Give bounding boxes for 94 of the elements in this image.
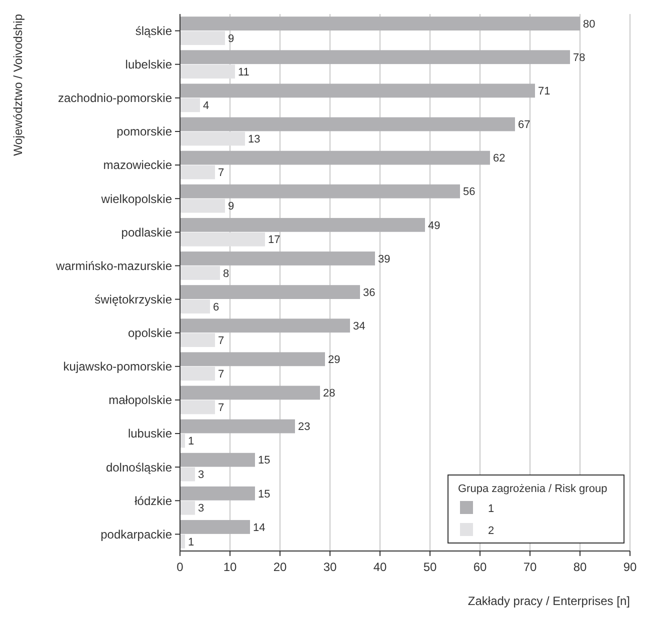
data-label: 15 bbox=[258, 488, 270, 500]
data-label: 80 bbox=[583, 18, 596, 30]
bar bbox=[180, 232, 265, 246]
data-label: 34 bbox=[353, 320, 366, 332]
y-tick-label: opolskie bbox=[128, 326, 172, 340]
data-label: 9 bbox=[228, 32, 234, 45]
data-label: 3 bbox=[198, 502, 204, 515]
data-label: 29 bbox=[328, 354, 340, 366]
data-label: 23 bbox=[298, 421, 310, 434]
data-label: 71 bbox=[538, 86, 550, 98]
data-label: 8 bbox=[223, 268, 230, 280]
bar bbox=[180, 352, 325, 366]
bar bbox=[180, 534, 185, 548]
y-tick-label: podkarpackie bbox=[100, 527, 172, 542]
data-label: 56 bbox=[463, 186, 476, 198]
x-tick-label: 0 bbox=[176, 560, 184, 574]
data-label: 28 bbox=[323, 388, 336, 400]
data-label: 11 bbox=[238, 66, 250, 78]
y-tick-label: mazowieckie bbox=[103, 158, 172, 172]
y-tick-label: łódzkie bbox=[134, 494, 172, 508]
bar bbox=[180, 386, 320, 400]
data-label: 13 bbox=[248, 134, 260, 146]
legend-label: 2 bbox=[488, 525, 494, 537]
x-tick-label: 30 bbox=[323, 560, 337, 574]
bar bbox=[180, 50, 570, 64]
x-tick-label: 20 bbox=[273, 560, 287, 574]
x-tick-label: 80 bbox=[573, 560, 587, 574]
bar bbox=[180, 452, 255, 467]
bar bbox=[180, 333, 215, 348]
bar bbox=[180, 285, 360, 299]
data-label: 7 bbox=[218, 402, 224, 414]
bar bbox=[180, 252, 375, 266]
bar bbox=[180, 150, 490, 165]
data-label: 9 bbox=[228, 200, 234, 213]
y-tick-label: małopolskie bbox=[108, 393, 172, 408]
data-label: 78 bbox=[573, 52, 586, 64]
bar bbox=[180, 117, 515, 132]
y-tick-label: zachodnio-pomorskie bbox=[58, 91, 172, 106]
y-tick-label: świętokrzyskie bbox=[94, 292, 172, 306]
y-tick-label: podlaskie bbox=[121, 225, 172, 240]
data-label: 67 bbox=[518, 119, 530, 132]
data-label: 14 bbox=[253, 522, 266, 534]
x-tick-label: 70 bbox=[523, 560, 537, 574]
legend-label: 1 bbox=[488, 503, 494, 515]
bar bbox=[180, 31, 225, 45]
y-tick-label: lubuskie bbox=[128, 426, 172, 441]
y-tick-label: śląskie bbox=[135, 24, 172, 38]
bar bbox=[180, 165, 215, 180]
x-axis-title: Zakłady pracy / Enterprises [n] bbox=[468, 594, 630, 608]
data-label: 7 bbox=[218, 334, 224, 347]
data-label: 6 bbox=[213, 301, 220, 314]
bar bbox=[180, 500, 195, 515]
bar bbox=[180, 266, 220, 280]
y-tick-label: dolnośląskie bbox=[106, 460, 172, 474]
data-label: 49 bbox=[428, 220, 440, 232]
x-tick-label: 60 bbox=[473, 560, 487, 574]
x-tick-label: 40 bbox=[373, 560, 387, 574]
legend-title: Grupa zagrożenia / Risk group bbox=[458, 483, 608, 495]
data-label: 3 bbox=[198, 469, 204, 482]
bar bbox=[180, 467, 195, 482]
bar bbox=[180, 300, 210, 314]
bar bbox=[180, 98, 200, 112]
data-label: 1 bbox=[188, 536, 194, 548]
x-tick-label: 10 bbox=[223, 560, 237, 574]
data-label: 15 bbox=[258, 454, 270, 467]
data-label: 39 bbox=[378, 253, 390, 266]
bar bbox=[180, 520, 250, 534]
bar bbox=[180, 486, 255, 500]
y-tick-label: kujawsko-pomorskie bbox=[63, 360, 172, 374]
bar bbox=[180, 400, 215, 414]
bar bbox=[180, 218, 425, 232]
y-tick-label: lubelskie bbox=[125, 58, 172, 72]
y-axis-title: Województwo / Voivodship bbox=[11, 14, 25, 156]
bar bbox=[180, 318, 350, 333]
bar bbox=[180, 132, 245, 146]
y-tick-label: wielkopolskie bbox=[100, 192, 172, 206]
x-tick-label: 90 bbox=[623, 560, 637, 574]
bar bbox=[180, 16, 580, 30]
data-label: 1 bbox=[188, 436, 194, 448]
y-tick-label: warmińsko-mazurskie bbox=[54, 258, 172, 273]
y-tick-label: pomorskie bbox=[116, 124, 172, 139]
data-label: 17 bbox=[268, 234, 280, 246]
x-tick-label: 50 bbox=[423, 560, 437, 574]
bar bbox=[180, 184, 460, 198]
data-label: 7 bbox=[218, 167, 224, 180]
data-label: 36 bbox=[363, 286, 376, 299]
bar bbox=[180, 64, 235, 79]
bar bbox=[180, 84, 535, 98]
data-label: 62 bbox=[493, 152, 506, 165]
bar bbox=[180, 198, 225, 213]
bar bbox=[180, 419, 295, 434]
bar bbox=[180, 366, 215, 381]
data-label: 7 bbox=[218, 368, 224, 380]
data-label: 4 bbox=[203, 100, 210, 112]
